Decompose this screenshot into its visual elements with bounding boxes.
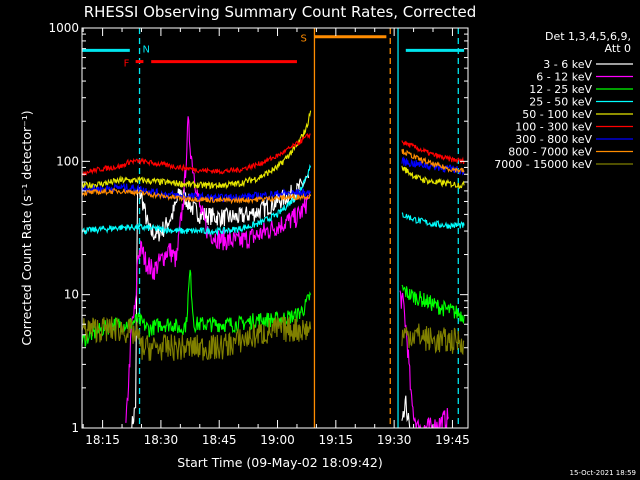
series-line-3 xyxy=(82,164,312,237)
legend-header-1: Det 1,3,4,5,6,9, xyxy=(545,30,631,43)
series-line-0 xyxy=(401,395,411,428)
legend-label-7: 800 - 7000 keV xyxy=(508,146,592,159)
plot-frame xyxy=(81,27,469,429)
legend-label-1: 6 - 12 keV xyxy=(536,71,592,84)
flag-label-S: S xyxy=(300,34,306,45)
y-tick-label: 1000 xyxy=(48,21,79,35)
x-tick-label: 18:45 xyxy=(202,433,237,447)
series-line-7 xyxy=(82,187,312,205)
legend-label-4: 50 - 100 keV xyxy=(522,108,592,121)
x-tick-label: 19:30 xyxy=(377,433,412,447)
x-tick-label: 19:15 xyxy=(319,433,354,447)
x-tick-label: 18:30 xyxy=(144,433,179,447)
series-line-5 xyxy=(82,133,311,177)
series-line-2 xyxy=(82,269,312,347)
series-line-3 xyxy=(401,212,465,229)
legend-label-2: 12 - 25 keV xyxy=(529,83,592,96)
flag-label-F: F xyxy=(124,59,130,70)
chart-title: RHESSI Observing Summary Count Rates, Co… xyxy=(84,3,477,21)
series-line-8 xyxy=(401,323,465,356)
series-line-1 xyxy=(399,290,450,428)
y-tick-label: 1 xyxy=(71,421,79,435)
flag-label-N: N xyxy=(143,44,150,55)
y-axis-label: Corrected Count Rate (s⁻¹ detector⁻¹) xyxy=(19,110,34,345)
x-tick-label: 19:00 xyxy=(260,433,295,447)
series-line-4 xyxy=(82,110,312,190)
legend-label-8: 7000 - 15000 keV xyxy=(494,158,592,171)
legend-label-6: 300 - 800 keV xyxy=(515,133,592,146)
y-tick-label: 10 xyxy=(64,288,79,302)
footer-date: 15-Oct-2021 18:59 xyxy=(570,469,636,477)
legend-header-2: Att 0 xyxy=(605,42,631,55)
y-tick-label: 100 xyxy=(56,154,79,168)
series-line-1 xyxy=(125,116,309,423)
series-line-2 xyxy=(401,284,465,325)
x-axis-label: Start Time (09-May-02 18:09:42) xyxy=(177,455,382,470)
series-line-5 xyxy=(401,140,465,165)
series-line-8 xyxy=(82,316,312,361)
x-tick-label: 18:15 xyxy=(85,433,120,447)
legend-label-5: 100 - 300 keV xyxy=(515,121,592,134)
series-line-0 xyxy=(131,174,310,428)
legend-label-0: 3 - 6 keV xyxy=(543,58,592,71)
series-line-7 xyxy=(401,148,465,174)
series-line-6 xyxy=(82,182,312,203)
series-line-4 xyxy=(401,165,465,189)
x-tick-label: 19:45 xyxy=(435,433,470,447)
legend-label-3: 25 - 50 keV xyxy=(529,96,592,109)
